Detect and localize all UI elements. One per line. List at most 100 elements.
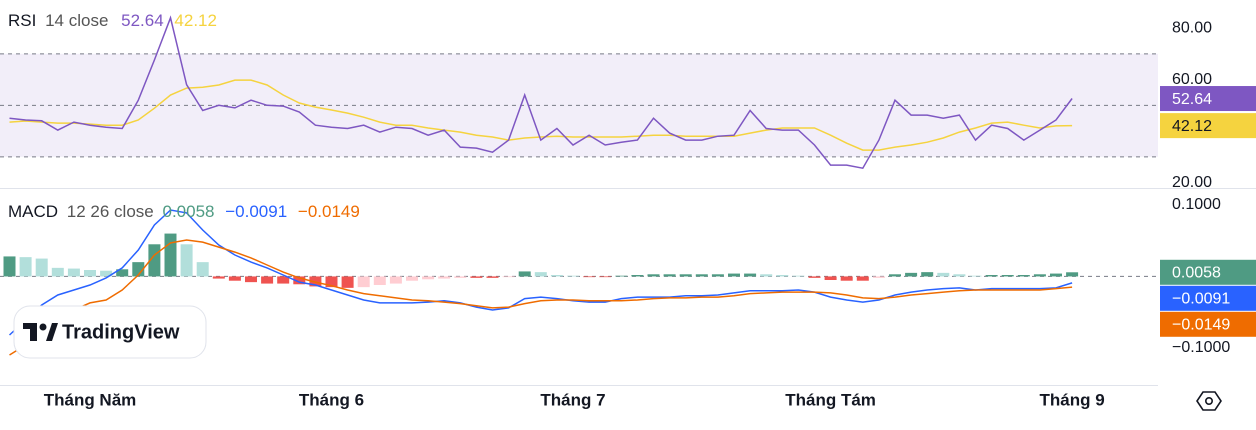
- settings-icon[interactable]: [1196, 391, 1222, 411]
- histogram-bar: [1017, 275, 1030, 277]
- y-tick-label: 80.00: [1172, 19, 1212, 36]
- legend-value: −0.0149: [298, 202, 360, 221]
- histogram-bar: [921, 272, 934, 277]
- histogram-bar: [261, 276, 274, 284]
- histogram-bar: [824, 276, 837, 280]
- histogram-bar: [872, 276, 885, 278]
- indicator-title: RSI: [8, 11, 36, 30]
- histogram-bar: [583, 276, 596, 278]
- watermark[interactable]: TradingView: [13, 305, 207, 359]
- histogram-bar: [567, 275, 579, 277]
- price-badge-label: 52.64: [1172, 91, 1212, 108]
- histogram-bar: [132, 262, 145, 277]
- histogram-bar: [454, 276, 467, 278]
- legend-value: 42.12: [174, 11, 217, 30]
- histogram-bar: [728, 273, 740, 277]
- price-badge-label: 0.0058: [1172, 265, 1221, 282]
- price-badge-label: 42.12: [1172, 118, 1212, 135]
- watermark-box: [13, 305, 207, 359]
- logo-part: [46, 323, 58, 341]
- histogram-bar: [389, 276, 402, 284]
- histogram-bar: [180, 244, 193, 277]
- legend-value: −0.0091: [225, 202, 287, 221]
- price-badge-label: −0.0091: [1172, 291, 1230, 308]
- histogram-bar: [67, 268, 80, 277]
- histogram-bar: [615, 275, 628, 277]
- histogram-bar: [116, 269, 129, 277]
- settings-hexagon: [1196, 391, 1222, 411]
- histogram-bar: [647, 274, 660, 277]
- macd-line: [9, 239, 1073, 356]
- histogram-bar: [1050, 273, 1062, 277]
- y-tick-label: 60.00: [1172, 71, 1212, 88]
- y-tick-label: 20.00: [1172, 174, 1212, 191]
- histogram-bar: [164, 233, 177, 277]
- histogram-bar: [905, 272, 918, 277]
- histogram-bar: [889, 274, 901, 277]
- histogram-bar: [196, 262, 209, 277]
- histogram-bar: [422, 276, 435, 280]
- histogram-bar: [550, 275, 563, 277]
- price-badge: [1160, 311, 1256, 337]
- macd-header: MACD 12 26 close 0.0058 −0.0091 −0.0149: [8, 202, 360, 221]
- histogram-bar: [341, 276, 354, 288]
- histogram-bar: [406, 276, 418, 281]
- logo-part: [30, 323, 37, 341]
- histogram-bar: [776, 275, 789, 277]
- x-tick-label: Tháng 6: [299, 390, 364, 409]
- histogram-bar: [631, 275, 644, 277]
- price-badge: [1160, 259, 1256, 285]
- histogram-bar: [228, 276, 241, 281]
- histogram-bar: [212, 276, 225, 279]
- histogram-bar: [357, 276, 370, 288]
- histogram-bar: [438, 276, 451, 279]
- rsi-header: RSI 14 close 52.64 42.12: [8, 11, 217, 30]
- price-badge: [1160, 86, 1256, 112]
- price-badge: [1160, 113, 1256, 139]
- histogram-bar: [293, 276, 306, 285]
- rsi-pane: [0, 15, 1158, 170]
- price-badge: [1160, 285, 1256, 311]
- watermark-text: TradingView: [62, 321, 180, 343]
- y-tick-label: −0.1000: [1172, 339, 1230, 356]
- histogram-bar: [711, 274, 724, 277]
- histogram-bar: [245, 276, 257, 283]
- histogram-bar: [19, 257, 32, 277]
- histogram-bar: [486, 276, 499, 278]
- histogram-bar: [518, 271, 531, 277]
- macd-line: [8, 209, 1073, 336]
- histogram-bar: [35, 258, 48, 277]
- histogram-bar: [51, 267, 64, 277]
- histogram-bar: [760, 274, 773, 277]
- x-tick-label: Tháng Tám: [785, 390, 876, 409]
- histogram-bar: [502, 276, 515, 278]
- histogram-bar: [325, 276, 338, 288]
- histogram-bar: [792, 275, 805, 277]
- histogram-bar: [470, 276, 483, 278]
- indicator-title: MACD: [8, 202, 58, 221]
- price-axis: 80.00 60.00 20.00 52.64 42.12 0.1000 −0.1000 0.…: [1160, 19, 1256, 356]
- histogram-bar: [3, 256, 16, 277]
- histogram-bar: [663, 274, 676, 277]
- logo-part: [39, 323, 47, 331]
- histogram-bar: [969, 275, 982, 277]
- x-tick-label: Tháng 9: [1040, 390, 1105, 409]
- macd-pane: [0, 209, 1158, 356]
- indicator-params: 12 26 close: [67, 202, 154, 221]
- histogram-bar: [1033, 274, 1046, 277]
- histogram-bar: [599, 276, 612, 278]
- histogram-bar: [808, 276, 821, 278]
- x-tick-label: Tháng 7: [540, 390, 605, 409]
- histogram-bar: [84, 270, 96, 277]
- histogram-bar: [1066, 272, 1079, 277]
- y-tick-label: 0.1000: [1172, 196, 1221, 213]
- histogram-bar: [373, 276, 386, 285]
- histogram-bar: [744, 273, 757, 277]
- histogram-bar: [679, 274, 692, 277]
- histogram-bar: [985, 275, 998, 277]
- rsi-line: [9, 15, 1073, 170]
- histogram-bar: [937, 272, 950, 277]
- histogram-bar: [277, 276, 290, 284]
- legend-value: 0.0058: [162, 202, 214, 221]
